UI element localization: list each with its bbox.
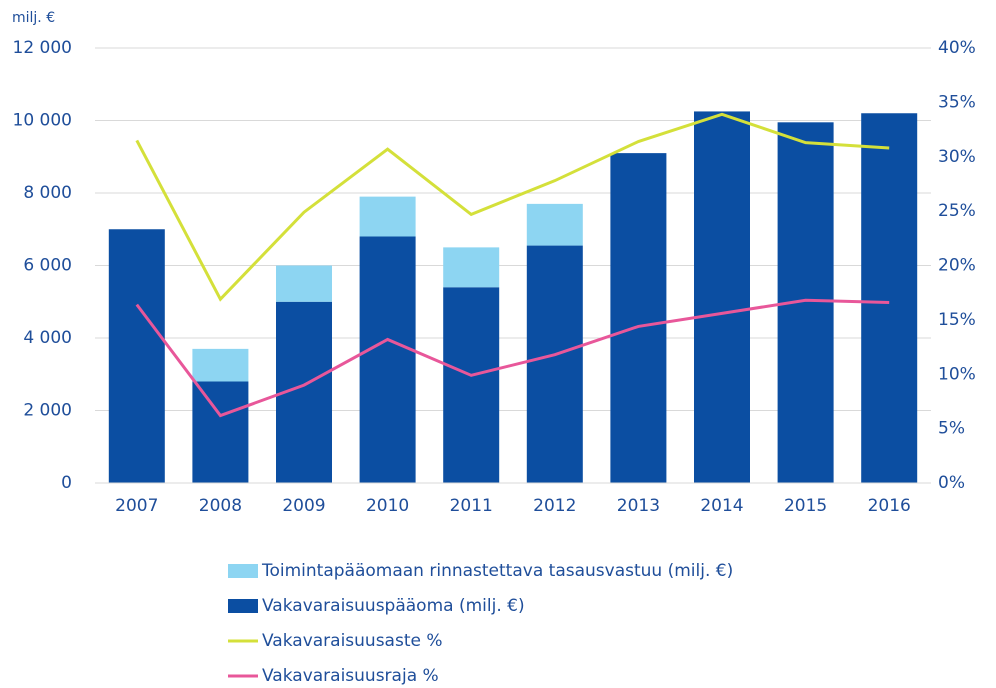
bar <box>108 229 165 483</box>
line-series <box>135 298 890 418</box>
x-tick-label: 2007 <box>115 496 158 516</box>
bar <box>694 111 750 483</box>
x-tick-label: 2015 <box>784 496 827 516</box>
legend-label: Toimintapääomaan rinnastettava tasausvas… <box>261 561 733 581</box>
y2-tick-label: 20% <box>938 256 976 276</box>
bar <box>443 287 500 483</box>
bar <box>192 348 249 382</box>
y-tick-label: 6 000 <box>23 256 72 276</box>
x-tick-label: 2011 <box>450 496 493 516</box>
y-tick-label: 0 <box>61 473 72 493</box>
y-tick-label: 4 000 <box>23 328 72 348</box>
y-tick-label: 8 000 <box>23 183 72 203</box>
x-tick-label: 2014 <box>700 496 743 516</box>
legend-label: Vakavaraisuusaste % <box>262 631 443 651</box>
line-series <box>135 112 890 302</box>
y2-tick-label: 40% <box>938 38 976 58</box>
y-axis-label: milj. € <box>12 10 55 26</box>
bar <box>861 113 918 483</box>
legend-swatch <box>228 599 258 613</box>
y-tick-label: 10 000 <box>13 111 72 131</box>
x-tick-label: 2016 <box>868 496 911 516</box>
bar <box>526 203 583 246</box>
legend-label: Vakavaraisuusraja % <box>262 666 439 686</box>
y2-tick-label: 15% <box>938 310 976 330</box>
bar <box>359 196 416 237</box>
y-tick-label: 2 000 <box>23 401 72 421</box>
bar <box>526 245 583 483</box>
x-tick-label: 2013 <box>617 496 660 516</box>
x-tick-label: 2012 <box>533 496 576 516</box>
bar <box>192 381 249 483</box>
y-tick-label: 12 000 <box>13 38 72 58</box>
y2-tick-label: 30% <box>938 147 976 167</box>
y2-tick-label: 5% <box>938 419 965 439</box>
bar <box>443 247 500 288</box>
x-tick-label: 2009 <box>282 496 325 516</box>
y2-tick-label: 0% <box>938 473 965 493</box>
legend-label: Vakavaraisuuspääoma (milj. €) <box>262 596 525 616</box>
legend-swatch <box>228 564 258 578</box>
bar <box>276 265 332 302</box>
x-tick-label: 2010 <box>366 496 409 516</box>
x-tick-label: 2008 <box>199 496 242 516</box>
bar <box>359 236 416 483</box>
y2-tick-label: 25% <box>938 201 976 221</box>
y2-tick-label: 35% <box>938 92 976 112</box>
y2-tick-label: 10% <box>938 364 976 384</box>
bar <box>610 153 667 483</box>
